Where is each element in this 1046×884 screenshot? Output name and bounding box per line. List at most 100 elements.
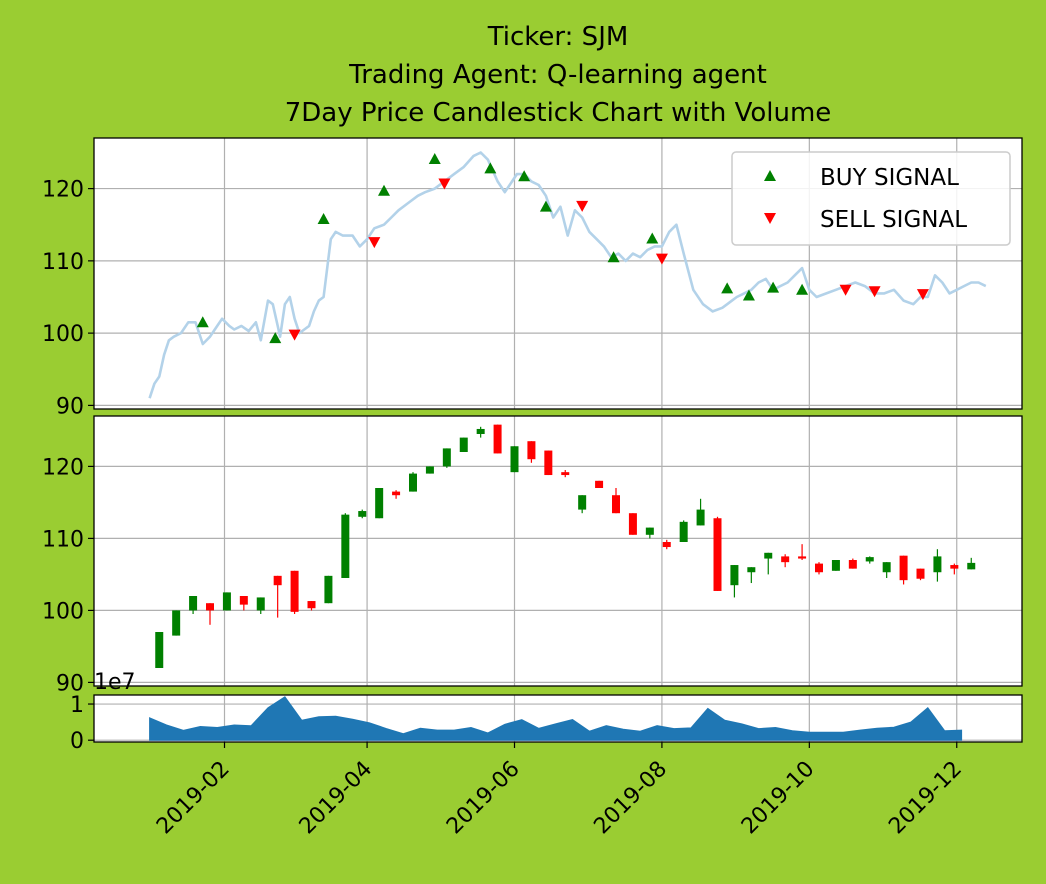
candlestick-panel: 90 100 110 120	[42, 415, 1023, 696]
sell-signal-marker	[868, 286, 881, 298]
candle-body	[595, 480, 604, 488]
candle-body	[696, 509, 705, 526]
candle-body	[628, 513, 637, 535]
price-ytick-label: 120	[42, 178, 84, 203]
sell-signal-marker	[288, 329, 301, 341]
candle-body	[341, 514, 350, 578]
legend-sell-marker	[764, 213, 776, 224]
buy-signal-marker	[607, 251, 620, 263]
candle-body	[375, 488, 384, 519]
candle-body	[815, 563, 823, 573]
buy-signal-marker	[484, 162, 497, 174]
candle-body	[781, 556, 790, 563]
title-line-description: 7Day Price Candlestick Chart with Volume	[285, 98, 832, 128]
candle-body	[713, 518, 722, 591]
buy-signal-marker	[518, 170, 531, 182]
candle-body	[442, 448, 451, 467]
legend-buy-label: BUY SIGNAL	[820, 165, 959, 191]
volume-ytick-label: 0	[70, 729, 84, 754]
candle-body	[662, 542, 671, 548]
candle-body	[206, 603, 214, 611]
candle-body	[764, 552, 773, 559]
candle-plot-area	[94, 416, 1022, 686]
volume-area	[149, 696, 963, 741]
volume-ytick-label: 1	[70, 693, 84, 718]
candle-body	[290, 570, 299, 612]
candle-frame	[93, 415, 1023, 687]
candle-body	[848, 560, 857, 569]
sell-signal-marker	[839, 284, 852, 296]
candle-body	[950, 565, 959, 569]
sell-signal-marker	[438, 178, 451, 190]
buy-signal-marker	[646, 232, 659, 244]
candle-body	[612, 495, 620, 514]
candle-body	[425, 466, 434, 474]
candle-ytick-label: 100	[42, 599, 84, 624]
candle-body	[273, 575, 282, 586]
candle-body	[527, 441, 536, 460]
legend-sell-label: SELL SIGNAL	[820, 207, 967, 233]
buy-signal-marker	[196, 316, 209, 328]
buy-signal-marker	[721, 282, 734, 294]
sell-signal-marker	[916, 289, 929, 301]
legend-buy-marker	[764, 170, 776, 181]
candle-ytick-label: 110	[42, 527, 84, 552]
price-ytick-label: 110	[42, 250, 84, 275]
candle-body	[155, 632, 164, 668]
candle-body	[831, 560, 840, 571]
buy-signal-marker	[767, 281, 780, 293]
candle-body	[256, 597, 265, 611]
sell-signal-marker	[576, 200, 589, 212]
candle-body	[798, 556, 807, 559]
candle-body	[189, 596, 198, 611]
candle-body	[222, 592, 231, 611]
candle-body	[239, 596, 248, 605]
buy-signal-marker	[378, 184, 390, 196]
candle-body	[865, 557, 874, 562]
price-line	[148, 151, 987, 399]
chart-title: Ticker: SJM Trading Agent: Q-learning ag…	[285, 22, 832, 128]
title-line-ticker: Ticker: SJM	[487, 22, 629, 52]
buy-signal-marker	[428, 152, 441, 164]
candle-body	[578, 495, 587, 510]
sell-signal-marker	[655, 253, 668, 265]
candle-body	[358, 511, 367, 517]
candle-body	[307, 601, 316, 609]
sell-signal-marker	[368, 237, 381, 249]
buy-signal-marker	[539, 200, 552, 212]
candle-body	[409, 473, 417, 492]
candle-body	[476, 428, 485, 434]
candle-body	[679, 521, 688, 542]
candle-body	[899, 555, 908, 581]
candle-body	[392, 491, 401, 496]
legend: BUY SIGNAL SELL SIGNAL	[731, 151, 1011, 246]
buy-signal-marker	[796, 283, 809, 295]
title-line-agent: Trading Agent: Q-learning agent	[348, 60, 767, 90]
candle-body	[561, 472, 570, 476]
candle-body	[882, 562, 891, 573]
volume-panel: 0 1 1e7	[70, 670, 1023, 754]
volume-frame	[93, 694, 1023, 743]
candle-body	[324, 575, 333, 604]
candle-body	[916, 568, 925, 579]
candle-body	[172, 610, 181, 636]
candle-body	[747, 567, 756, 573]
candle-body	[510, 446, 519, 473]
candle-body	[933, 556, 942, 573]
price-frame	[93, 137, 1023, 410]
candle-body	[967, 562, 976, 570]
candle-body	[459, 437, 468, 452]
candle-body	[645, 527, 654, 535]
buy-signal-marker	[317, 212, 330, 224]
candle-ytick-label: 120	[42, 455, 84, 480]
volume-offset-label: 1e7	[94, 670, 136, 695]
legend-box	[731, 151, 1011, 246]
candle-ytick-label: 90	[56, 671, 84, 696]
candle-body	[730, 565, 739, 586]
price-ytick-label: 90	[56, 394, 84, 419]
buy-signal-marker	[269, 332, 282, 344]
price-ytick-label: 100	[42, 322, 84, 347]
candle-body	[544, 450, 553, 476]
candle-body	[493, 424, 502, 454]
